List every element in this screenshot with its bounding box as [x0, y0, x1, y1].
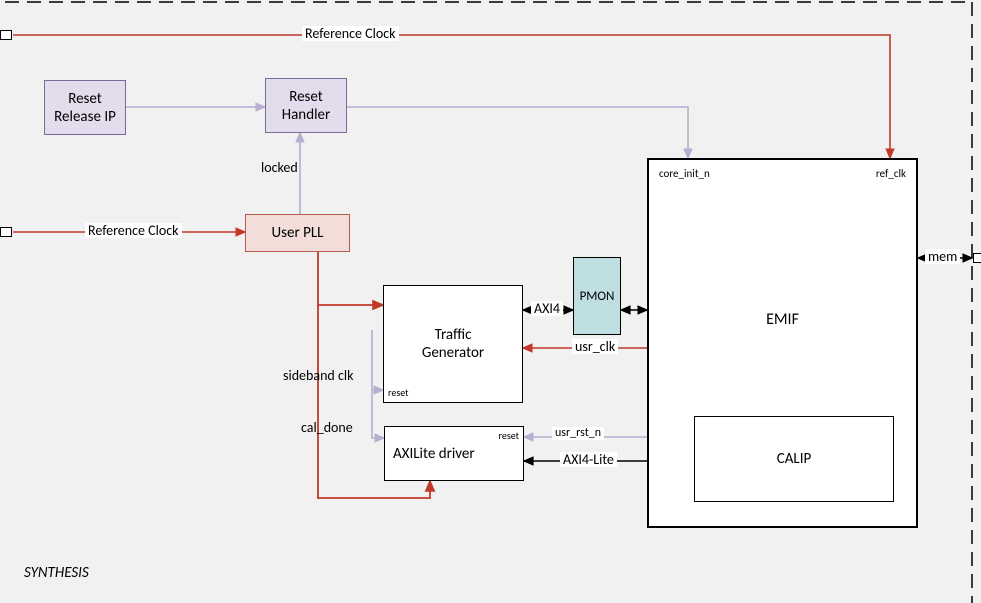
block-traffic-generator: Traffic Generator reset	[383, 285, 523, 403]
edge-label-cal-done: cal_done	[298, 420, 356, 435]
port-mem	[973, 253, 981, 263]
edge-label-sideband-clk: sideband clk	[280, 368, 356, 383]
port-label-ref-clk: ref_clk	[876, 168, 906, 180]
block-axilite-driver: AXILite driver reset	[384, 426, 524, 481]
edge-label-locked: locked	[258, 160, 301, 175]
port-label-reset: reset	[498, 429, 519, 442]
port-refclk-top	[0, 30, 12, 40]
edge-label-ref-clk-left: Reference Clock	[85, 223, 182, 238]
block-user-pll: User PLL	[245, 214, 350, 252]
port-label-core-init-n: core_init_n	[659, 168, 710, 180]
block-label: User PLL	[272, 224, 324, 242]
edge-label-mem: mem	[925, 249, 960, 264]
block-label: Reset Release IP	[54, 90, 116, 126]
synthesis-region-label: SYNTHESIS	[24, 564, 89, 582]
block-label: CALIP	[777, 450, 812, 468]
block-calip: CALIP	[694, 416, 894, 502]
block-pmon: PMON	[573, 257, 621, 335]
block-label: Traffic Generator	[422, 326, 484, 362]
block-label: EMIF	[766, 310, 799, 329]
edge-label-ref-clk-top: Reference Clock	[302, 26, 399, 41]
edge-label-usr-rst-n: usr_rst_n	[552, 427, 604, 440]
port-label-reset: reset	[388, 386, 409, 399]
block-reset-handler: Reset Handler	[265, 78, 347, 133]
port-refclk-left	[0, 227, 12, 237]
block-label: PMON	[580, 289, 615, 304]
block-label: AXILite driver	[393, 445, 475, 463]
edge-label-usr-clk: usr_clk	[572, 339, 618, 354]
block-label: Reset Handler	[282, 88, 330, 124]
edge-label-axi4: AXI4	[531, 301, 563, 316]
block-reset-release-ip: Reset Release IP	[44, 80, 126, 135]
edge-label-axi4-lite: AXI4-Lite	[560, 452, 617, 467]
